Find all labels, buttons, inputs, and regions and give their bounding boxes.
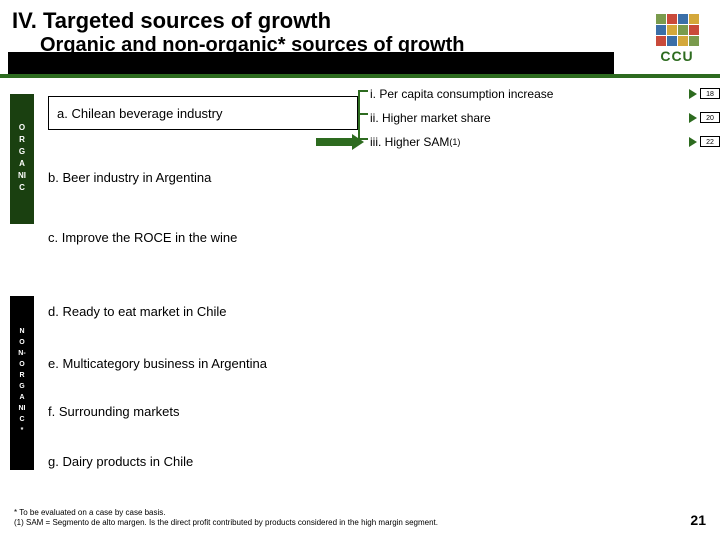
- logo-text: CCU: [660, 48, 693, 64]
- footnote-line2: (1) SAM = Segmento de alto margen. Is th…: [14, 518, 438, 528]
- arrow-body: [316, 138, 352, 146]
- header-title: IV. Targeted sources of growth: [12, 8, 464, 34]
- nonorganic-label-line: G: [10, 381, 34, 392]
- item-d-label: d. Ready to eat market in Chile: [48, 304, 226, 319]
- connector-h-i: [358, 90, 368, 92]
- item-e-label: e. Multicategory business in Argentina: [48, 356, 267, 371]
- header-text-block: IV. Targeted sources of growth Organic a…: [12, 8, 464, 57]
- logo-cell: [689, 14, 699, 24]
- arrow-icon: [316, 134, 364, 150]
- item-c-label: c. Improve the ROCE in the wine: [48, 230, 237, 245]
- nonorganic-label-line: N-: [10, 348, 34, 359]
- nonorganic-label-line: A: [10, 392, 34, 403]
- sub-item-iii-sup: (1): [449, 137, 460, 147]
- item-b-label: b. Beer industry in Argentina: [48, 170, 211, 185]
- organic-label-line: A: [10, 158, 34, 170]
- sub-box-i: 18: [700, 88, 720, 99]
- footnote-block: * To be evaluated on a case by case basi…: [14, 508, 438, 528]
- logo-cell: [667, 14, 677, 24]
- item-a-box: a. Chilean beverage industry: [48, 96, 358, 130]
- connector-h-ii: [358, 113, 368, 115]
- small-arrow-icon: [689, 113, 697, 123]
- sub-box-ii: 20: [700, 112, 720, 123]
- item-g-label: g. Dairy products in Chile: [48, 454, 193, 469]
- sub-box-i-value: 18: [706, 91, 714, 98]
- nonorganic-label-line: R: [10, 370, 34, 381]
- logo-cell: [656, 36, 666, 46]
- company-logo: CCU: [642, 6, 712, 72]
- logo-cell: [667, 36, 677, 46]
- organic-label-line: R: [10, 134, 34, 146]
- logo-cell: [689, 25, 699, 35]
- logo-cell: [678, 25, 688, 35]
- sub-box-iii: 22: [700, 136, 720, 147]
- logo-grid: [656, 14, 699, 46]
- nonorganic-label-line: N: [10, 326, 34, 337]
- item-f-label: f. Surrounding markets: [48, 404, 180, 419]
- logo-cell: [656, 25, 666, 35]
- organic-vertical-label: O R G A NI C: [10, 94, 34, 224]
- sub-item-iii-text: iii. Higher SAM: [370, 135, 449, 149]
- logo-cell: [678, 36, 688, 46]
- sub-item-ii: ii. Higher market share 20: [370, 108, 710, 128]
- page-number: 21: [690, 512, 706, 528]
- slide-header: IV. Targeted sources of growth Organic a…: [0, 0, 720, 78]
- organic-label-line: O: [10, 122, 34, 134]
- logo-cell: [656, 14, 666, 24]
- logo-cell: [667, 25, 677, 35]
- sub-item-i: i. Per capita consumption increase 18: [370, 84, 710, 104]
- organic-label-line: NI: [10, 170, 34, 182]
- nonorganic-label-line: NI: [10, 403, 34, 414]
- sub-item-iii: iii. Higher SAM (1) 22: [370, 132, 710, 152]
- nonorganic-label-line: *: [10, 425, 34, 436]
- nonorganic-label-line: O: [10, 359, 34, 370]
- sub-items-group: i. Per capita consumption increase 18 ii…: [370, 84, 710, 152]
- header-subtitle: Organic and non-organic* sources of grow…: [40, 34, 464, 57]
- logo-cell: [689, 36, 699, 46]
- arrow-head-icon: [352, 134, 364, 150]
- small-arrow-icon: [689, 137, 697, 147]
- nonorganic-label-line: O: [10, 337, 34, 348]
- organic-label-line: G: [10, 146, 34, 158]
- small-arrow-icon: [689, 89, 697, 99]
- nonorganic-label-line: C: [10, 414, 34, 425]
- connector-vertical: [358, 90, 360, 140]
- item-a-label: a. Chilean beverage industry: [57, 106, 223, 121]
- sub-item-ii-text: ii. Higher market share: [370, 111, 491, 125]
- footnote-line1: * To be evaluated on a case by case basi…: [14, 508, 438, 518]
- logo-cell: [678, 14, 688, 24]
- sub-box-ii-value: 20: [706, 115, 714, 122]
- nonorganic-vertical-label: N O N- O R G A NI C *: [10, 296, 34, 470]
- slide-content: O R G A NI C a. Chilean beverage industr…: [0, 78, 720, 90]
- sub-item-i-text: i. Per capita consumption increase: [370, 87, 553, 101]
- sub-box-iii-value: 22: [706, 139, 714, 146]
- organic-label-line: C: [10, 182, 34, 194]
